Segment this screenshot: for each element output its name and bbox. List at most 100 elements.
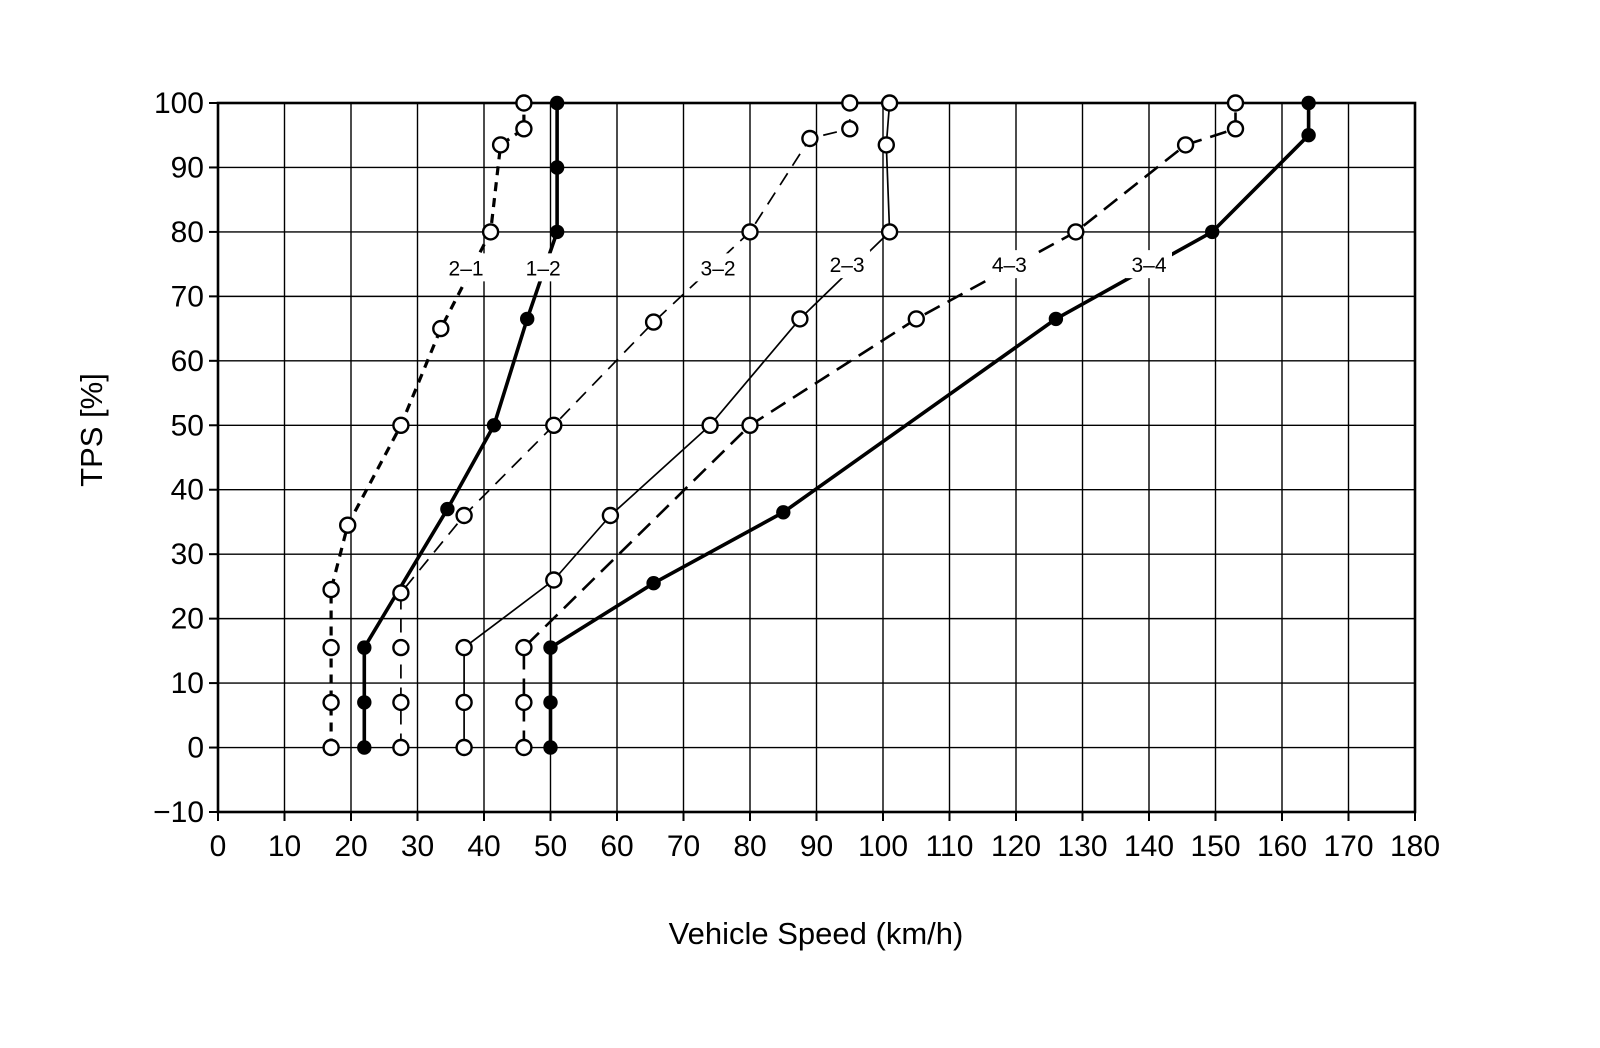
x-tick-label: 170: [1323, 830, 1373, 863]
data-point-open-circle: [322, 738, 340, 757]
data-point-open-circle: [392, 416, 410, 434]
data-point-filled-circle: [549, 95, 565, 111]
data-point-open-circle: [545, 571, 563, 589]
data-point-open-circle: [801, 129, 819, 148]
data-point-filled-circle: [440, 501, 455, 517]
data-point-filled-circle: [357, 740, 372, 755]
series-2-3-line: [463, 102, 891, 748]
y-tick-label: 30: [171, 538, 204, 571]
data-point-open-circle: [322, 580, 340, 599]
y-tick-label: 90: [171, 151, 204, 184]
data-point-filled-circle: [1205, 224, 1220, 240]
series-3-2-label: 3–2: [701, 257, 736, 280]
x-tick-label: 80: [733, 830, 766, 863]
data-point-filled-circle: [1301, 128, 1316, 143]
x-tick-label: 120: [991, 830, 1041, 863]
series-2-1-label: 2–1: [449, 257, 484, 280]
data-point-open-circle: [841, 120, 859, 138]
x-tick-label: 110: [926, 830, 974, 863]
data-point-open-circle: [545, 416, 563, 434]
series-3-2-label-bg: [695, 253, 742, 282]
x-axis-title: Vehicle Speed (km/h): [669, 916, 964, 951]
y-tick-label: 70: [171, 280, 204, 313]
data-point-filled-circle: [357, 640, 372, 655]
y-axis-title: TPS [%]: [74, 373, 109, 487]
data-point-open-circle: [841, 94, 859, 112]
data-point-open-circle: [515, 94, 533, 112]
x-tick-label: 30: [401, 830, 434, 863]
series-2-3-label-bg: [824, 250, 871, 279]
x-tick-label: 0: [210, 830, 227, 863]
data-point-open-circle: [791, 310, 809, 328]
series-1-2-label-bg: [520, 253, 567, 282]
x-tick-label: 40: [467, 830, 500, 863]
data-point-open-circle: [392, 638, 410, 657]
data-point-open-circle: [455, 506, 473, 525]
data-point-open-circle: [1226, 94, 1245, 112]
data-point-filled-circle: [776, 505, 791, 520]
y-tick-label: 10: [171, 667, 204, 700]
data-point-filled-circle: [486, 418, 502, 433]
x-tick-label: 150: [1190, 830, 1240, 863]
x-tick-label: 130: [1057, 830, 1107, 863]
series-1-2-label: 1–2: [526, 257, 561, 280]
series-3-4-markers: [543, 95, 1316, 755]
data-point-filled-circle: [543, 640, 558, 655]
x-tick-label: 10: [268, 830, 301, 863]
data-point-open-circle: [455, 638, 473, 657]
x-tick-label: 70: [667, 830, 700, 863]
series-4-3-markers: [515, 94, 1245, 757]
data-point-open-circle: [322, 638, 340, 657]
series-3-2-markers: [392, 94, 859, 757]
data-point-open-circle: [880, 94, 899, 112]
series-4-3-label-bg: [986, 250, 1033, 279]
y-tick-label: 40: [171, 474, 204, 507]
x-tick-label: 90: [800, 830, 833, 863]
data-point-filled-circle: [549, 160, 565, 175]
data-point-open-circle: [1176, 136, 1195, 154]
y-tick-label: −10: [153, 796, 204, 829]
x-tick-label: 50: [534, 830, 567, 863]
x-tick-label: 180: [1390, 830, 1440, 863]
data-point-filled-circle: [543, 695, 558, 710]
data-point-open-circle: [1067, 223, 1085, 241]
data-point-open-circle: [455, 738, 473, 757]
data-point-filled-circle: [1048, 311, 1064, 327]
data-point-open-circle: [392, 584, 410, 602]
data-point-open-circle: [432, 319, 450, 338]
data-point-open-circle: [880, 223, 899, 241]
series-1-2-markers: [357, 95, 565, 755]
data-point-filled-circle: [543, 740, 558, 755]
series-3-4-label: 3–4: [1131, 254, 1166, 277]
data-point-open-circle: [491, 136, 510, 154]
y-tick-label: 50: [171, 409, 204, 442]
data-point-open-circle: [515, 693, 533, 712]
series-2-3-label: 2–3: [830, 254, 865, 277]
data-point-open-circle: [601, 506, 620, 525]
series-4-3-label: 4–3: [992, 254, 1027, 277]
series-2-3: [463, 102, 891, 748]
x-tick-label: 60: [600, 830, 633, 863]
data-point-open-circle: [392, 738, 410, 757]
data-point-open-circle: [392, 693, 410, 712]
data-point-filled-circle: [549, 224, 565, 240]
data-point-filled-circle: [646, 576, 661, 591]
data-point-open-circle: [701, 416, 719, 434]
x-tick-label: 140: [1124, 830, 1174, 863]
y-tick-label: 80: [171, 216, 204, 249]
series-2-1-label-bg: [443, 253, 490, 282]
x-tick-label: 100: [858, 830, 908, 863]
data-point-open-circle: [877, 136, 895, 154]
chart-plot-area: 0 10 20 30 40 50 60 70 80 90 100 110 120 130 140 150 160…: [153, 87, 1440, 863]
data-point-open-circle: [741, 223, 759, 241]
data-point-open-circle: [644, 313, 663, 331]
data-point-open-circle: [515, 120, 533, 138]
data-point-filled-circle: [357, 695, 372, 710]
series-2-1-markers: [322, 94, 533, 757]
data-point-filled-circle: [520, 311, 535, 327]
data-point-open-circle: [455, 693, 473, 712]
series-2-3-markers: [455, 94, 899, 757]
data-point-open-circle: [907, 310, 925, 328]
